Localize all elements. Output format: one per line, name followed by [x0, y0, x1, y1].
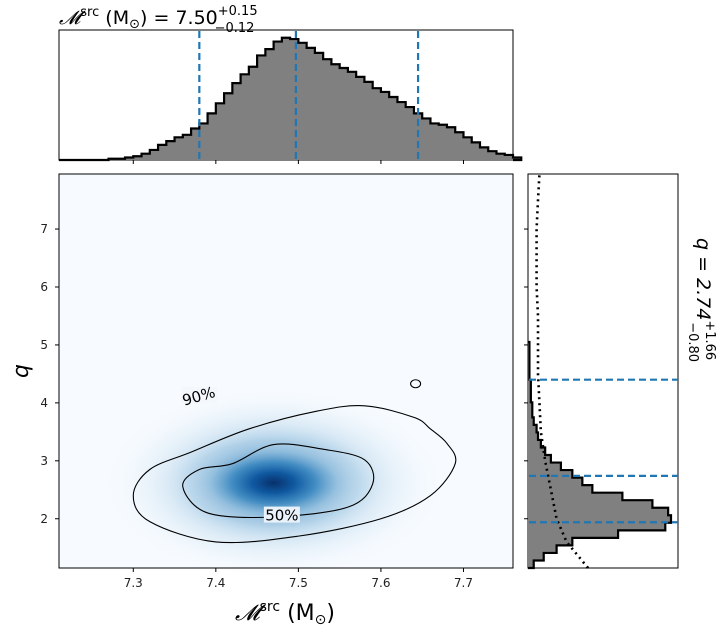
top-marginal-panel: 𝓜src (M⊙) = 7.50+0.15 −0.12	[58, 4, 523, 164]
y-tick-label: 2	[40, 512, 48, 526]
joint-frame	[58, 173, 514, 569]
credible-contours: 90%50%	[132, 379, 457, 544]
right-marginal-histogram	[528, 340, 673, 570]
right-quantile-lines	[529, 378, 678, 524]
right-histogram-fill	[528, 342, 671, 568]
x-tick-label: 7.6	[371, 576, 390, 590]
y-tick-label: 5	[40, 338, 48, 352]
right-marginal-ticks	[524, 228, 528, 520]
contour-line	[132, 405, 457, 544]
x-axis-label: 𝓜src (M⊙)	[235, 599, 335, 628]
top-histogram-step	[59, 36, 523, 162]
x-tick-label: 7.4	[206, 576, 225, 590]
y-tick-label: 6	[40, 280, 48, 294]
prior-curve	[535, 173, 590, 569]
y-tick-label: 3	[40, 454, 48, 468]
right-marginal-title: q = 2.74+1.66−0.80	[685, 238, 717, 362]
right-histogram-step	[528, 340, 673, 570]
y-tick-label: 7	[40, 222, 48, 236]
contour-label-bg	[263, 506, 300, 523]
top-marginal-histogram	[59, 36, 523, 162]
right-marginal-panel: q = 2.74+1.66−0.80	[524, 173, 717, 570]
contour-label: 50%	[265, 507, 298, 525]
x-tick-label: 7.7	[454, 576, 473, 590]
contour-island	[410, 379, 422, 389]
y-axis-label: q	[9, 364, 34, 378]
top-marginal-ticks	[132, 160, 464, 164]
joint-ticks: 7.3 7.4 7.5 7.6 7.7 2 3 4 5 6 7	[40, 222, 473, 590]
density-core	[188, 440, 359, 525]
top-marginal-title: 𝓜src (M⊙) = 7.50+0.15 −0.12	[59, 4, 258, 36]
y-tick-label: 4	[40, 396, 48, 410]
contour-label-bg	[181, 387, 218, 404]
top-histogram-fill	[59, 37, 522, 160]
x-tick-label: 7.5	[289, 576, 308, 590]
contour-line	[182, 443, 375, 519]
x-tick-label: 7.3	[124, 576, 143, 590]
joint-panel: 90%50% 7.3 7.4 7.5 7.6 7.7 2 3 4 5 6 7 𝓜src (M⊙) q	[9, 173, 514, 628]
